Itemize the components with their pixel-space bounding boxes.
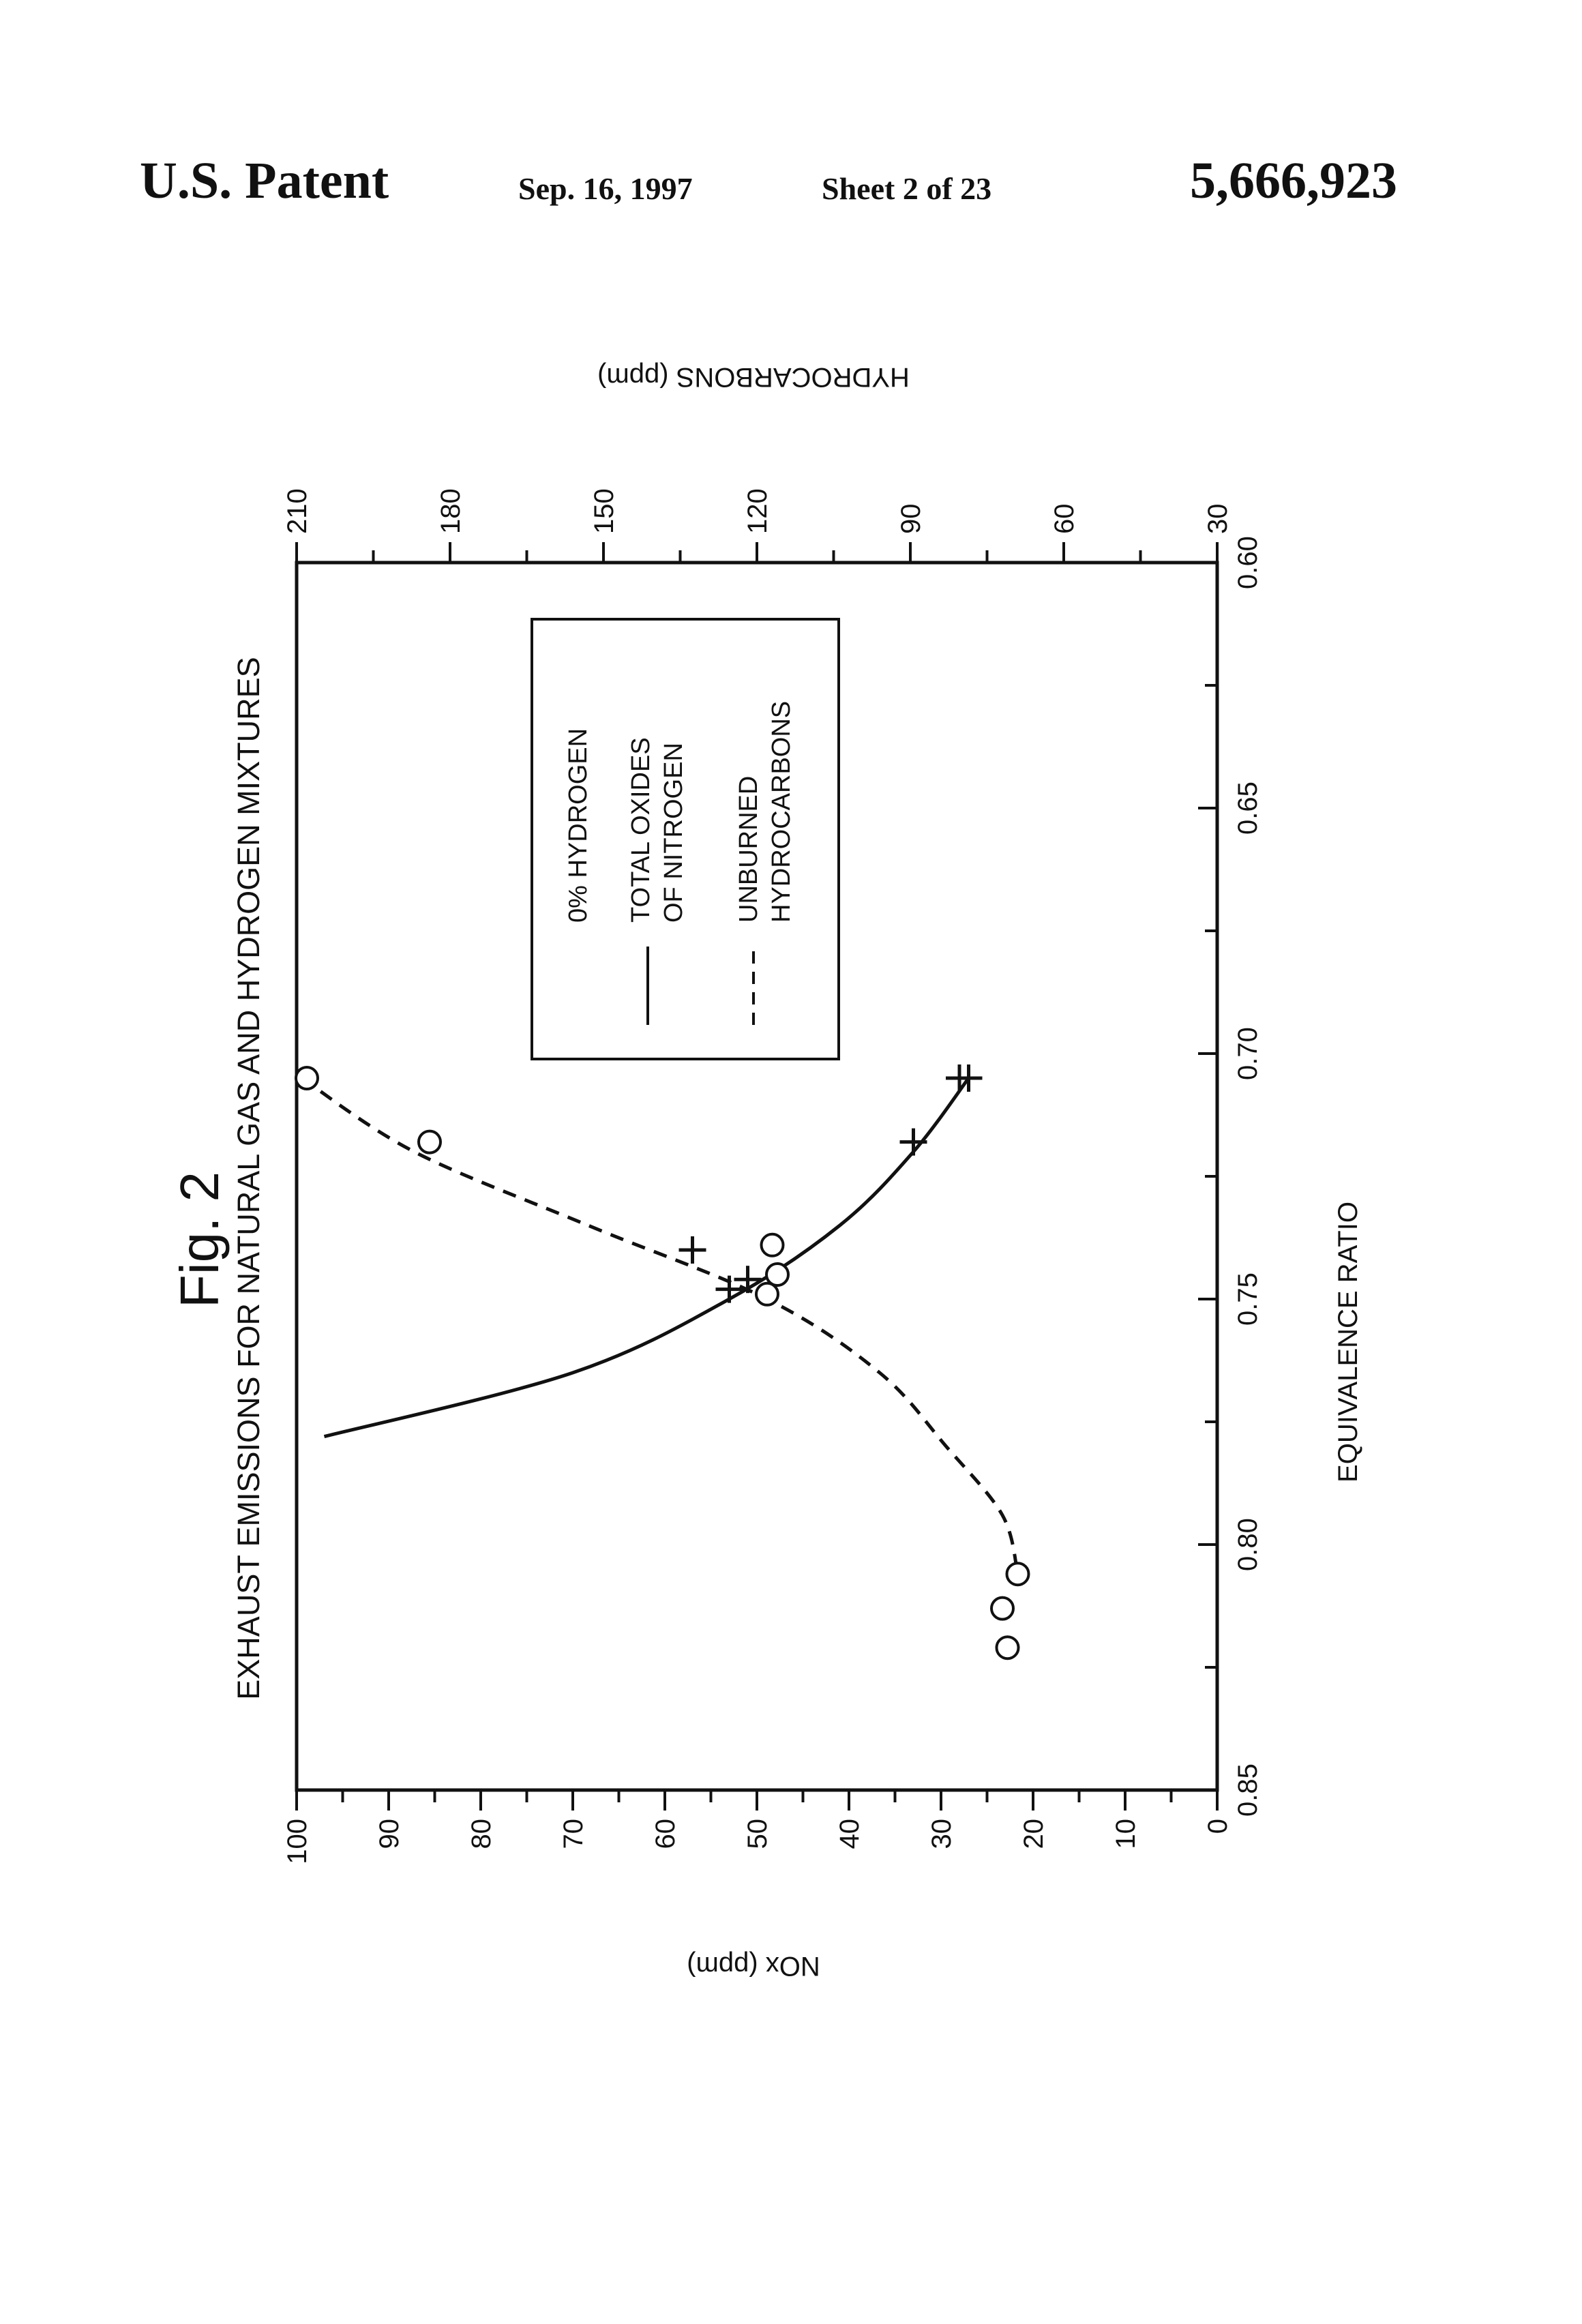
legend-hc-label-2: HYDROCARBONS	[767, 701, 796, 923]
x-tick-label: 0.60	[1233, 536, 1263, 589]
left-tick-label: 10	[1111, 1819, 1141, 1849]
chart-title: EXHAUST EMISSIONS FOR NATURAL GAS AND HY…	[231, 657, 266, 1699]
x-tick-label: 0.65	[1233, 781, 1263, 835]
hydrocarbon-marker	[296, 1067, 318, 1089]
left-axis-label: NOx (ppm)	[687, 1951, 820, 1981]
figure-label: Fig. 2	[169, 1172, 230, 1308]
hydrocarbon-marker	[1007, 1563, 1029, 1585]
legend-nox-label-2: OF NITROGEN	[659, 743, 688, 923]
right-axis-label: HYDROCARBONS (ppm)	[597, 362, 910, 392]
hydrocarbon-marker	[756, 1283, 778, 1305]
right-axis-ticks: 30 60 90 120 150 180 210	[282, 488, 1233, 563]
legend: 0% HYDROGEN TOTAL OXIDES OF NITROGEN UNB…	[532, 619, 839, 1059]
left-tick-label: 90	[374, 1819, 404, 1849]
right-tick-label: 90	[896, 504, 926, 535]
x-tick-label: 0.80	[1233, 1518, 1263, 1571]
hydrocarbon-marker	[762, 1234, 783, 1256]
right-tick-label: 180	[436, 488, 466, 534]
hydrocarbon-marker	[997, 1637, 1019, 1658]
hydrocarbon-marker	[991, 1598, 1013, 1620]
right-tick-label: 30	[1203, 504, 1233, 535]
x-tick-label: 0.85	[1233, 1763, 1263, 1817]
data-markers	[296, 1064, 1029, 1658]
x-tick-label: 0.70	[1233, 1027, 1263, 1080]
left-tick-label: 20	[1019, 1819, 1049, 1849]
left-tick-label: 70	[558, 1819, 588, 1849]
legend-title: 0% HYDROGEN	[564, 728, 593, 923]
right-tick-label: 210	[282, 488, 312, 534]
left-tick-label: 30	[927, 1819, 957, 1849]
left-tick-label: 80	[466, 1819, 496, 1849]
nox-marker	[900, 1129, 927, 1156]
hydrocarbon-marker	[419, 1131, 441, 1153]
fit-curves	[302, 1078, 1018, 1574]
hydrocarbon-fit-curve	[302, 1078, 1018, 1574]
left-axis-ticks: 0 10 20 30 40 50 60 70 80 90 100	[282, 1790, 1233, 1864]
left-tick-label: 40	[835, 1819, 865, 1849]
left-tick-label: 60	[651, 1819, 681, 1849]
right-tick-label: 60	[1049, 504, 1079, 535]
nox-fit-curve	[325, 1078, 969, 1437]
x-tick-label: 0.75	[1233, 1272, 1263, 1326]
hydrocarbon-marker	[766, 1264, 788, 1285]
legend-hc-label-1: UNBURNED	[734, 776, 763, 923]
left-tick-label: 0	[1203, 1819, 1233, 1834]
legend-nox-label-1: TOTAL OXIDES	[627, 737, 655, 923]
right-tick-label: 120	[743, 488, 773, 534]
right-tick-label: 150	[589, 488, 619, 534]
x-axis-label: EQUIVALENCE RATIO	[1333, 1202, 1363, 1483]
left-tick-label: 50	[743, 1819, 773, 1849]
nox-marker	[679, 1236, 706, 1264]
x-axis-ticks: 0.60 0.65 0.70 0.75 0.80 0.85	[1198, 536, 1263, 1817]
left-tick-label: 100	[282, 1819, 312, 1864]
